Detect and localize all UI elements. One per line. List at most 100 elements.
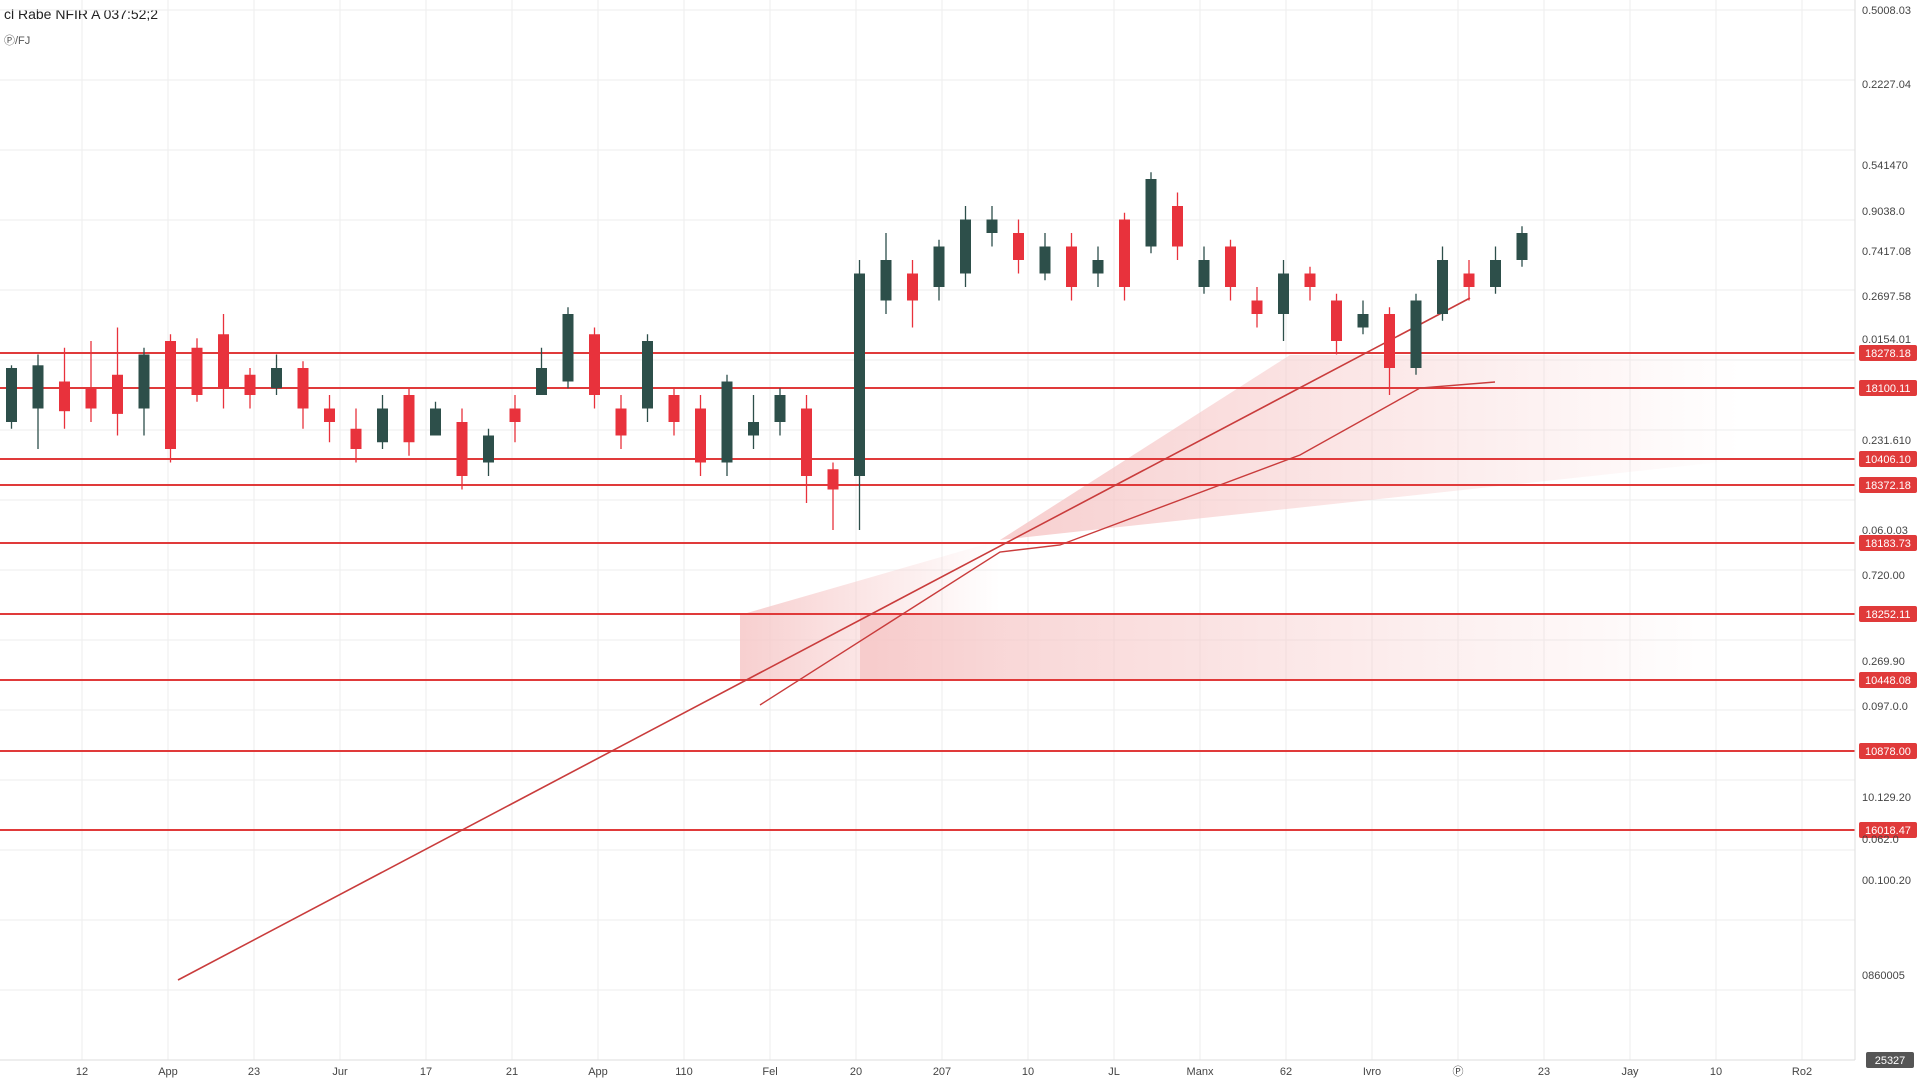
candle-body bbox=[589, 334, 600, 395]
candle-body bbox=[854, 273, 865, 476]
x-tick-label: 17 bbox=[420, 1066, 432, 1078]
y-tick-label: 0.9038.0 bbox=[1862, 206, 1905, 218]
level-label: 10878.00 bbox=[1865, 746, 1911, 758]
level-badge bbox=[1859, 606, 1917, 622]
candle-body bbox=[456, 422, 468, 476]
x-tick-label: App bbox=[588, 1066, 608, 1078]
y-tick-label: 0.5008.03 bbox=[1862, 5, 1911, 17]
candle-body bbox=[1331, 300, 1342, 341]
candle-body bbox=[218, 334, 229, 389]
level-badge bbox=[1859, 477, 1917, 493]
candle-body bbox=[297, 368, 309, 409]
candle-body bbox=[483, 435, 494, 463]
x-tick-label: 12 bbox=[76, 1066, 88, 1078]
candle-body bbox=[615, 408, 627, 436]
x-tick-label: Ivro bbox=[1363, 1066, 1381, 1078]
candle-body bbox=[350, 428, 362, 449]
last-value-badge bbox=[1866, 1052, 1914, 1068]
y-tick-label: 0.2697.58 bbox=[1862, 291, 1911, 303]
x-tick-label: Ⓟ bbox=[1453, 1065, 1464, 1078]
level-label: 10448.08 bbox=[1865, 675, 1911, 687]
candle-body bbox=[1066, 246, 1077, 287]
candle-body bbox=[1516, 233, 1528, 260]
candle-body bbox=[403, 395, 415, 443]
candle-body bbox=[430, 408, 441, 436]
candle-body bbox=[1013, 233, 1024, 260]
y-tick-label: 0860005 bbox=[1862, 970, 1905, 982]
candle-body bbox=[721, 381, 733, 463]
x-tick-label: 20 bbox=[850, 1066, 862, 1078]
candle-body bbox=[191, 347, 203, 395]
x-tick-label: 23 bbox=[248, 1066, 260, 1078]
level-badge bbox=[1859, 743, 1917, 759]
candle-body bbox=[536, 368, 547, 395]
x-tick-label: 10 bbox=[1710, 1066, 1722, 1078]
level-badge bbox=[1859, 822, 1917, 838]
candle-body bbox=[562, 314, 574, 382]
candle-body bbox=[1198, 260, 1210, 287]
level-badge bbox=[1859, 535, 1917, 551]
x-tick-label: Jur bbox=[332, 1066, 348, 1078]
y-tick-label: 0.06.0.03 bbox=[1862, 525, 1908, 537]
level-badge bbox=[1859, 672, 1917, 688]
level-label: 16018.47 bbox=[1865, 825, 1911, 837]
candle-body bbox=[907, 273, 918, 301]
x-tick-label: 207 bbox=[933, 1066, 951, 1078]
level-label: 18278.18 bbox=[1865, 348, 1911, 360]
candle-body bbox=[880, 260, 892, 301]
candle-body bbox=[1437, 260, 1448, 314]
level-badge bbox=[1859, 345, 1917, 361]
x-tick-label: 21 bbox=[506, 1066, 518, 1078]
y-tick-label: 0.7417.08 bbox=[1862, 246, 1911, 258]
candle-body bbox=[1172, 206, 1183, 247]
candle-body bbox=[6, 368, 17, 422]
y-tick-label: 0.720.00 bbox=[1862, 570, 1905, 582]
candle-body bbox=[59, 381, 70, 412]
y-tick-label: 0.231.610 bbox=[1862, 435, 1911, 447]
y-tick-label: 0.062.0 bbox=[1862, 834, 1899, 846]
candle-body bbox=[377, 408, 388, 443]
candle-body bbox=[801, 408, 812, 476]
candle-body bbox=[112, 374, 123, 414]
candle-body bbox=[827, 469, 839, 490]
candle-body bbox=[1225, 246, 1236, 287]
candle-body bbox=[695, 408, 706, 463]
candle-body bbox=[960, 219, 971, 274]
x-tick-label: 110 bbox=[675, 1066, 693, 1078]
trend-line-secondary bbox=[759, 381, 1496, 706]
y-tick-label: 0.269.90 bbox=[1862, 656, 1905, 668]
candle-body bbox=[1039, 246, 1051, 274]
y-tick-label: 0.097.0.0 bbox=[1862, 701, 1908, 713]
y-tick-label: 10.129.20 bbox=[1862, 792, 1911, 804]
y-tick-label: 00.100.20 bbox=[1862, 875, 1911, 887]
level-label: 18372.18 bbox=[1865, 480, 1911, 492]
candle-body bbox=[986, 219, 998, 233]
level-badge bbox=[1859, 451, 1917, 467]
candle-body bbox=[1119, 219, 1130, 287]
last-value-label: 25327 bbox=[1875, 1055, 1906, 1067]
y-tick-label: 0.541470 bbox=[1862, 160, 1908, 172]
x-tick-label: App bbox=[158, 1066, 178, 1078]
x-tick-label: Manx bbox=[1187, 1066, 1214, 1078]
level-label: 18183.73 bbox=[1865, 538, 1911, 550]
level-label: 18100.11 bbox=[1865, 383, 1910, 395]
candle-body bbox=[271, 368, 282, 389]
y-tick-label: 0.2227.04 bbox=[1862, 79, 1911, 91]
y-tick-label: 0.0154.01 bbox=[1862, 334, 1911, 346]
x-tick-label: JL bbox=[1108, 1066, 1120, 1078]
symbol-subheader: Ⓟ/FJ bbox=[4, 35, 31, 47]
x-tick-label: 23 bbox=[1538, 1066, 1550, 1078]
x-tick-label: Fel bbox=[762, 1066, 777, 1078]
candle-body bbox=[1304, 273, 1316, 287]
candle-body bbox=[1251, 300, 1263, 314]
level-label: 18252.11 bbox=[1865, 609, 1910, 621]
candle-body bbox=[324, 408, 335, 422]
candle-body bbox=[1384, 314, 1395, 368]
candle-body bbox=[933, 246, 945, 287]
candle-body bbox=[509, 408, 521, 422]
x-tick-label: Ro2 bbox=[1792, 1066, 1812, 1078]
candle-body bbox=[85, 388, 97, 409]
candle-body bbox=[1357, 314, 1369, 328]
candle-body bbox=[1145, 179, 1157, 247]
